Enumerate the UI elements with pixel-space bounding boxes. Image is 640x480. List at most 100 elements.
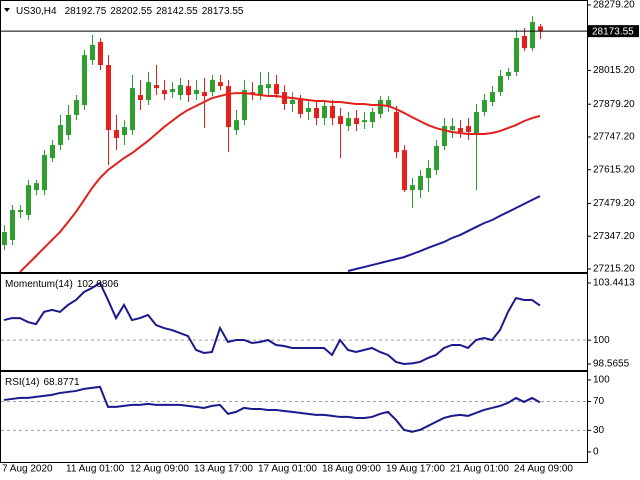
candle-body — [346, 118, 351, 127]
candle-body — [522, 35, 527, 49]
candle-body — [538, 26, 543, 32]
y-tick-label: 27747.20 — [593, 132, 635, 143]
candle-body — [514, 37, 519, 72]
candle-body — [354, 118, 359, 125]
candle-body — [506, 71, 511, 76]
y-tick-label: 0 — [593, 447, 599, 458]
y-tick-label: 100 — [593, 335, 610, 346]
candle-body — [322, 105, 327, 119]
indicator-value: 68.8771 — [43, 377, 80, 388]
candle-body — [90, 44, 95, 61]
moving-average — [19, 92, 541, 272]
x-tick-label: 13 Aug 17:00 — [194, 464, 253, 475]
candle-body — [434, 145, 439, 171]
rsi-plot — [1, 385, 587, 433]
candle-body — [34, 183, 39, 191]
momentum-plot — [1, 281, 587, 365]
candle-body — [58, 125, 63, 145]
candle-body — [378, 100, 383, 114]
candle-body — [450, 126, 455, 131]
candle-body — [42, 155, 47, 191]
candle-body — [170, 89, 175, 93]
candle-body — [314, 107, 319, 119]
candle-body — [66, 114, 71, 136]
candle-body — [418, 175, 423, 191]
y-tick-label: 103.4413 — [593, 278, 635, 289]
candle-body — [242, 90, 247, 121]
candle-body — [122, 127, 127, 136]
candle-body — [274, 84, 279, 95]
candle-body — [10, 209, 15, 240]
y-tick-label: 27215.20 — [593, 264, 635, 275]
y-tick-label: 70 — [593, 396, 605, 407]
symbol-menu-icon[interactable] — [4, 8, 10, 12]
last-close: 28173.55 — [202, 6, 244, 17]
candle-body — [490, 92, 495, 103]
candle-body — [82, 55, 87, 105]
candle-body — [290, 100, 295, 104]
y-tick-label: 28015.20 — [593, 65, 635, 76]
candle-body — [50, 144, 55, 159]
candle-body — [498, 75, 503, 93]
y-tick-label: 27347.20 — [593, 231, 635, 242]
candle-body — [466, 126, 471, 133]
candle-body — [442, 126, 447, 146]
candle-body — [258, 85, 263, 96]
indicator-line — [3, 385, 541, 433]
y-tick-label: 27615.20 — [593, 164, 635, 175]
y-tick-label: 27879.20 — [593, 99, 635, 110]
candle-body — [426, 168, 431, 178]
last-low: 28142.55 — [156, 6, 198, 17]
indicator-name: Momentum(14) — [5, 279, 73, 290]
last-open: 28192.75 — [65, 6, 107, 17]
candle-body — [250, 92, 255, 95]
candle-body — [210, 79, 215, 93]
y-tick-label: 27479.20 — [593, 198, 635, 209]
x-tick-label: 24 Aug 09:00 — [514, 464, 573, 475]
candle-body — [482, 100, 487, 112]
candle-body — [234, 120, 239, 131]
candle-body — [2, 232, 7, 245]
moving-average — [347, 195, 541, 272]
indicator-header: RSI(14) 68.8771 — [5, 377, 80, 388]
y-tick-label: 28279.20 — [593, 0, 635, 11]
candle-body — [154, 85, 159, 89]
candle-body — [218, 82, 223, 87]
x-tick-label: 12 Aug 09:00 — [130, 464, 189, 475]
candle-body — [178, 85, 183, 96]
rsi-panel — [0, 371, 588, 463]
last-high: 28202.55 — [110, 6, 152, 17]
candle-body — [106, 65, 111, 131]
candle-body — [362, 120, 367, 123]
candle-body — [186, 86, 191, 96]
candle-body — [530, 22, 535, 49]
candle-body — [194, 90, 199, 95]
x-tick-label: 21 Aug 01:00 — [450, 464, 509, 475]
candle-body — [146, 82, 151, 101]
candle-body — [138, 95, 143, 101]
candle-body — [26, 185, 31, 215]
candle-body — [130, 88, 135, 131]
symbol: US30,H4 — [16, 6, 57, 17]
candle-body — [410, 185, 415, 191]
indicator-line — [3, 281, 541, 365]
candle-body — [394, 111, 399, 153]
candle-body — [226, 86, 231, 128]
candle-body — [98, 41, 103, 66]
candle-body — [338, 116, 343, 125]
candle-body — [114, 130, 119, 138]
momentum-panel — [0, 273, 588, 371]
x-tick-label: 18 Aug 09:00 — [322, 464, 381, 475]
candle-body — [74, 100, 79, 115]
main-plot — [1, 16, 587, 272]
current-price-label: 28173.55 — [592, 26, 634, 37]
indicator-value: 102.0806 — [77, 279, 119, 290]
candle-body — [162, 90, 167, 95]
candle-body — [458, 128, 463, 133]
x-tick-label: 11 Aug 01:00 — [66, 464, 125, 475]
x-tick-label: 19 Aug 17:00 — [386, 464, 445, 475]
candle-body — [386, 100, 391, 106]
